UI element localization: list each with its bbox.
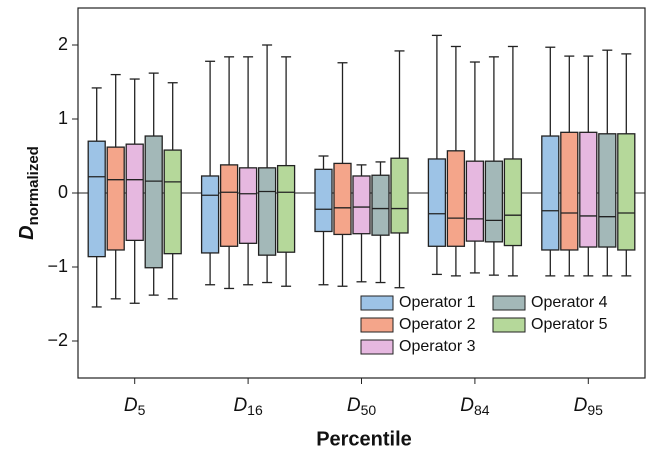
x-tick-symbol: D [347,395,361,416]
box [541,135,560,251]
x-tick-label: D95 [574,395,604,418]
box [314,168,333,233]
legend-swatch [360,317,394,333]
box [87,140,106,258]
legend-label: Operator 2 [399,316,476,333]
legend-label: Operator 3 [399,338,476,355]
legend-label: Operator 4 [531,294,608,311]
box [106,146,125,251]
legend-label: Operator 5 [531,316,608,333]
box [163,149,182,255]
box [144,135,163,269]
y-tick-label: 2 [58,34,68,54]
x-tick-subscript: 16 [247,402,263,418]
box [465,160,485,242]
legend-swatch [360,295,394,311]
box [446,150,466,247]
legend-swatch [492,295,526,311]
y-tick-label: −1 [47,256,68,276]
x-tick-label: D84 [460,395,490,418]
y-tick-label: 0 [58,182,68,202]
x-tick-subscript: 84 [474,402,490,418]
box [219,164,239,247]
y-tick-label: 1 [58,108,68,128]
x-tick-symbol: D [233,395,247,416]
box [617,133,636,251]
y-axis-label: Dnormalized [16,146,42,240]
x-tick-subscript: 50 [361,402,377,418]
box [371,174,390,236]
box [333,162,352,236]
box [427,158,447,247]
box [200,175,220,254]
x-tick-symbol: D [460,395,474,416]
x-tick-symbol: D [124,395,138,416]
box [257,167,277,256]
box [598,133,617,248]
legend-swatch [360,339,394,355]
y-tick-label: −2 [47,330,68,350]
x-tick-label: D5 [124,395,146,418]
x-tick-subscript: 95 [587,402,603,418]
legend-label: Operator 1 [399,294,476,311]
box [390,157,409,234]
x-tick-label: D50 [347,395,377,418]
box [484,160,504,243]
box [579,131,598,248]
x-tick-subscript: 5 [138,402,146,418]
y-label-symbol: D [16,225,38,239]
x-tick-label: D16 [233,395,263,418]
box [238,167,258,244]
box [503,158,523,247]
x-tick-symbol: D [574,395,588,416]
box [352,175,371,235]
x-axis-label: Percentile [316,428,412,450]
y-label-subscript: normalized [25,146,42,225]
legend-swatch [492,317,526,333]
box [560,131,579,251]
box [125,143,144,242]
box [276,164,296,253]
